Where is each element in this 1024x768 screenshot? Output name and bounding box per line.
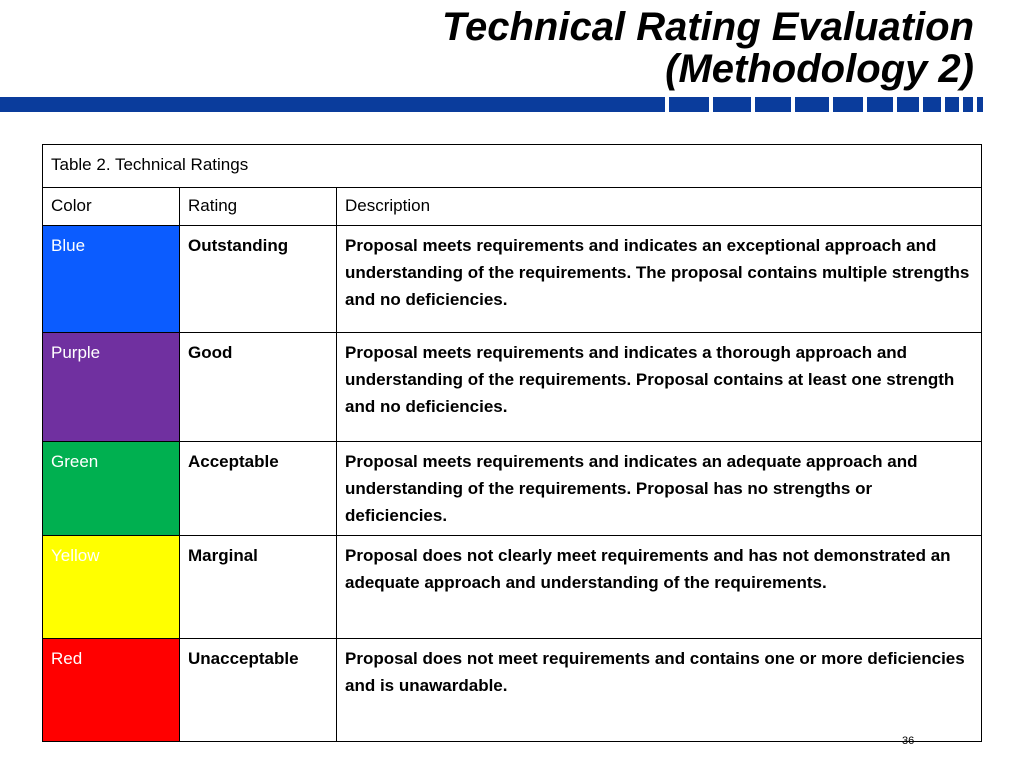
- color-name: Green: [51, 452, 99, 471]
- table-row: Yellow Marginal Proposal does not clearl…: [42, 535, 982, 639]
- technical-ratings-table: Table 2. Technical Ratings Color Rating …: [42, 144, 982, 742]
- slide-title-line-2: (Methodology 2): [665, 47, 974, 91]
- header-rating: Rating: [179, 187, 337, 226]
- rating-cell: Marginal: [179, 535, 337, 639]
- accent-segment: [713, 97, 751, 112]
- table-row: Green Acceptable Proposal meets requirem…: [42, 441, 982, 536]
- rating-cell: Outstanding: [179, 225, 337, 333]
- color-name: Red: [51, 649, 83, 668]
- description-cell: Proposal meets requirements and indicate…: [336, 332, 982, 442]
- description-cell: Proposal does not meet requirements and …: [336, 638, 982, 742]
- table-header-row: Color Rating Description: [42, 187, 982, 226]
- accent-segment: [669, 97, 709, 112]
- color-swatch-red: Red: [42, 638, 180, 742]
- rating-cell: Acceptable: [179, 441, 337, 536]
- slide-title-line-1: Technical Rating Evaluation: [442, 5, 974, 49]
- rating-cell: Unacceptable: [179, 638, 337, 742]
- accent-segment: [945, 97, 959, 112]
- accent-segment: [977, 97, 983, 112]
- rating-cell: Good: [179, 332, 337, 442]
- table-row: Purple Good Proposal meets requirements …: [42, 332, 982, 442]
- description-cell: Proposal meets requirements and indicate…: [336, 441, 982, 536]
- color-swatch-blue: Blue: [42, 225, 180, 333]
- accent-segment: [867, 97, 893, 112]
- color-name: Purple: [51, 343, 101, 362]
- page-number: 36: [902, 735, 915, 747]
- color-swatch-green: Green: [42, 441, 180, 536]
- accent-segment: [923, 97, 941, 112]
- description-cell: Proposal does not clearly meet requireme…: [336, 535, 982, 639]
- header-description: Description: [336, 187, 982, 226]
- color-swatch-purple: Purple: [42, 332, 180, 442]
- header-accent-segments: [665, 97, 983, 112]
- table-caption: Table 2. Technical Ratings: [42, 144, 982, 188]
- header-color: Color: [42, 187, 180, 226]
- accent-segment: [963, 97, 973, 112]
- header-accent-bar: [0, 97, 665, 112]
- description-cell: Proposal meets requirements and indicate…: [336, 225, 982, 333]
- table-row: Blue Outstanding Proposal meets requirem…: [42, 225, 982, 333]
- accent-segment: [833, 97, 863, 112]
- table-caption-row: Table 2. Technical Ratings: [42, 144, 982, 188]
- slide-title: Technical Rating Evaluation (Methodology…: [442, 6, 974, 90]
- table-row: Red Unacceptable Proposal does not meet …: [42, 638, 982, 742]
- accent-segment: [755, 97, 791, 112]
- color-swatch-yellow: Yellow: [42, 535, 180, 639]
- accent-segment: [795, 97, 829, 112]
- color-name: Blue: [51, 236, 86, 255]
- color-name: Yellow: [51, 546, 100, 565]
- accent-segment: [897, 97, 919, 112]
